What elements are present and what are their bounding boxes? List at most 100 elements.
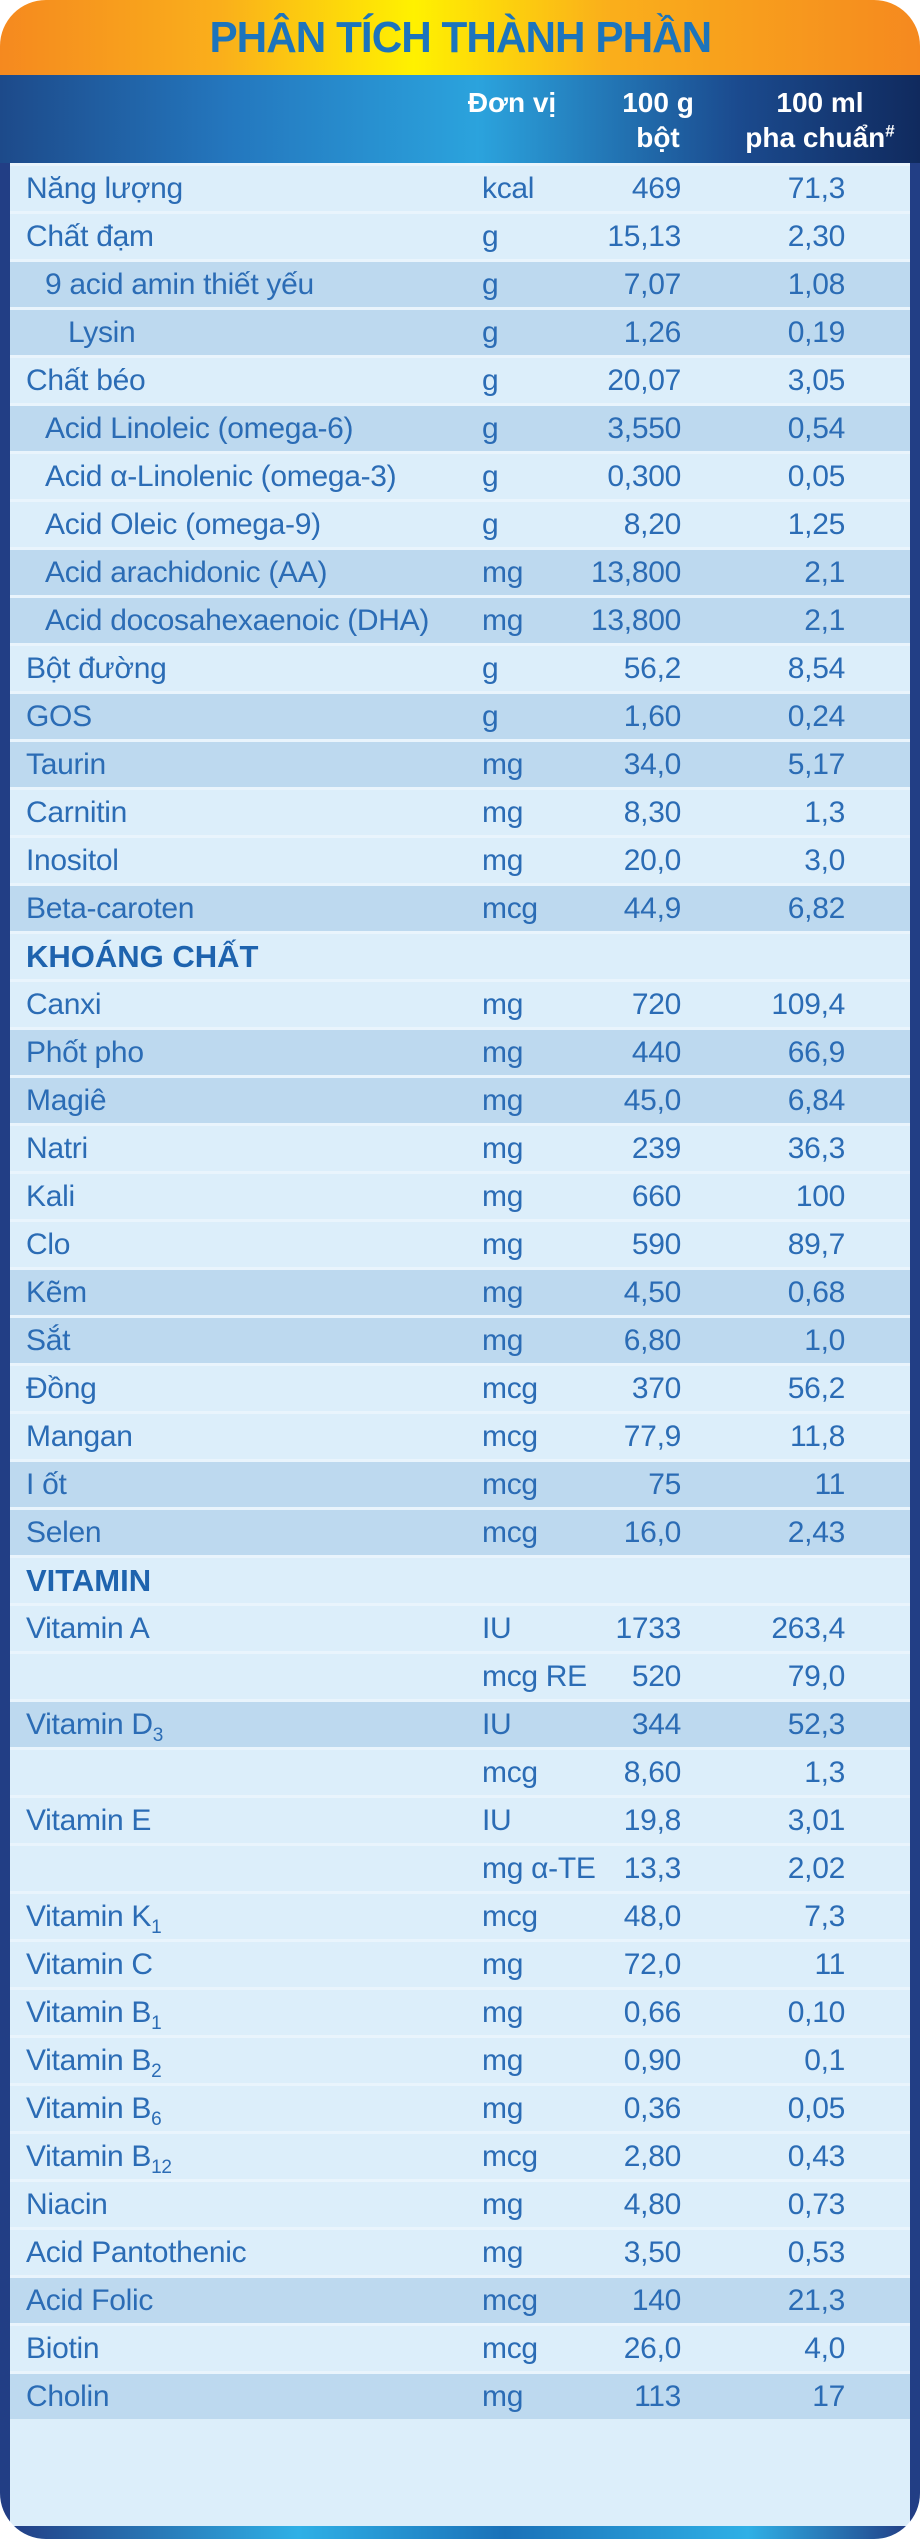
row-unit: g xyxy=(482,651,499,685)
table-row: mg α-TE 13,3 2,02 xyxy=(10,1843,910,1891)
row-value-100ml: 100 xyxy=(795,1179,845,1213)
row-label: Vitamin B1 xyxy=(26,1995,162,2034)
row-value-100g: 1733 xyxy=(615,1611,681,1645)
row-label: Kali xyxy=(26,1179,75,1213)
row-value-100ml: 3,0 xyxy=(804,843,845,877)
row-value-100g: 13,800 xyxy=(591,555,681,589)
row-label: Beta-caroten xyxy=(26,891,195,925)
column-header-100ml-line2: pha chuẩn# xyxy=(745,120,894,155)
table-row: Acid Folic mcg 140 21,3 xyxy=(10,2275,910,2323)
table-row: Selen mcg 16,0 2,43 xyxy=(10,1507,910,1555)
column-header-100ml-line1: 100 ml xyxy=(776,87,864,118)
row-value-100g: 8,30 xyxy=(623,795,682,829)
row-label: Selen xyxy=(26,1515,102,1549)
row-label: Canxi xyxy=(26,987,102,1021)
table-row: Natri mg 239 36,3 xyxy=(10,1123,910,1171)
section-title: KHOÁNG CHẤT xyxy=(26,938,259,974)
row-value-100ml: 0,68 xyxy=(787,1275,846,1309)
row-value-100g: 0,36 xyxy=(623,2091,682,2125)
row-value-100g: 3,550 xyxy=(607,411,681,445)
page-title: PHÂN TÍCH THÀNH PHẦN xyxy=(209,12,712,62)
row-value-100ml: 0,10 xyxy=(787,1995,846,2029)
row-value-100ml: 1,3 xyxy=(804,795,845,829)
row-label: Vitamin B12 xyxy=(26,2139,172,2178)
row-value-100g: 26,0 xyxy=(623,2331,682,2365)
table-row: Vitamin C mg 72,0 11 xyxy=(10,1939,910,1987)
row-label: Chất đạm xyxy=(26,219,154,253)
table-row: Vitamin K1 mcg 48,0 7,3 xyxy=(10,1891,910,1939)
table-row: Magiê mg 45,0 6,84 xyxy=(10,1075,910,1123)
row-value-100ml: 7,3 xyxy=(804,1899,845,1933)
row-unit: mcg xyxy=(482,2139,538,2173)
row-value-100g: 370 xyxy=(631,1371,681,1405)
table-row: Acid Oleic (omega-9) g 8,20 1,25 xyxy=(10,499,910,547)
table-row: Kali mg 660 100 xyxy=(10,1171,910,1219)
table-row: Chất béo g 20,07 3,05 xyxy=(10,355,910,403)
row-unit: g xyxy=(482,219,499,253)
row-value-100g: 7,07 xyxy=(623,267,682,301)
row-value-100g: 72,0 xyxy=(623,1947,682,1981)
row-unit: mg xyxy=(482,1995,524,2029)
row-label: Acid Folic xyxy=(26,2283,154,2317)
row-value-100g: 660 xyxy=(631,1179,681,1213)
row-unit: mcg xyxy=(482,2331,538,2365)
table-row: Kẽm mg 4,50 0,68 xyxy=(10,1267,910,1315)
table-row: GOS g 1,60 0,24 xyxy=(10,691,910,739)
row-value-100ml: 89,7 xyxy=(787,1227,846,1261)
table-row: Niacin mg 4,80 0,73 xyxy=(10,2179,910,2227)
column-header-band: Đơn vị 100 g bột 100 ml pha chuẩn# xyxy=(0,75,920,163)
row-unit: mcg xyxy=(482,1515,538,1549)
row-label: Lysin xyxy=(68,315,136,349)
row-value-100g: 113 xyxy=(634,2379,681,2413)
section-header-row: KHOÁNG CHẤT xyxy=(10,931,910,979)
row-label: Acid Oleic (omega-9) xyxy=(45,507,321,541)
table-row: Vitamin A IU 1733 263,4 xyxy=(10,1603,910,1651)
table-row: mcg 8,60 1,3 xyxy=(10,1747,910,1795)
table-row: Năng lượng kcal 469 71,3 xyxy=(10,163,910,211)
row-value-100ml: 109,4 xyxy=(771,987,845,1021)
row-label: Natri xyxy=(26,1131,88,1165)
row-label: Magiê xyxy=(26,1083,107,1117)
table-row: Vitamin D3 IU 344 52,3 xyxy=(10,1699,910,1747)
row-unit: mg xyxy=(482,2043,524,2077)
row-unit: g xyxy=(482,363,499,397)
row-value-100ml: 1,25 xyxy=(787,507,846,541)
table-row: Vitamin E IU 19,8 3,01 xyxy=(10,1795,910,1843)
row-label: I ốt xyxy=(26,1467,67,1501)
row-unit: mg xyxy=(482,1947,524,1981)
row-unit: mg xyxy=(482,795,524,829)
row-unit: mcg xyxy=(482,1371,538,1405)
row-value-100g: 4,50 xyxy=(623,1275,682,1309)
row-label: Niacin xyxy=(26,2187,108,2221)
row-value-100g: 56,2 xyxy=(623,651,682,685)
row-value-100g: 0,300 xyxy=(607,459,681,493)
row-value-100g: 20,07 xyxy=(607,363,681,397)
row-unit: mg xyxy=(482,987,524,1021)
table-row: Canxi mg 720 109,4 xyxy=(10,979,910,1027)
section-title: VITAMIN xyxy=(26,1562,152,1598)
table-row: I ốt mcg 75 11 xyxy=(10,1459,910,1507)
column-header-100ml-text: pha chuẩn xyxy=(745,122,886,153)
row-unit: mg α-TE xyxy=(482,1851,596,1885)
row-value-100ml: 52,3 xyxy=(787,1707,846,1741)
section-header-row: VITAMIN xyxy=(10,1555,910,1603)
row-label: Đồng xyxy=(26,1371,97,1405)
column-header-100g-line1: 100 g xyxy=(622,87,694,118)
row-unit: g xyxy=(482,267,499,301)
row-value-100g: 440 xyxy=(631,1035,681,1069)
row-value-100g: 720 xyxy=(631,987,681,1021)
row-unit: IU xyxy=(482,1611,512,1645)
row-value-100g: 77,9 xyxy=(623,1419,682,1453)
row-label: Kẽm xyxy=(26,1275,87,1309)
row-value-100g: 590 xyxy=(631,1227,681,1261)
table-row: Vitamin B2 mg 0,90 0,1 xyxy=(10,2035,910,2083)
row-value-100g: 6,80 xyxy=(623,1323,682,1357)
table-row: Acid Linoleic (omega-6) g 3,550 0,54 xyxy=(10,403,910,451)
table-row: Phốt pho mg 440 66,9 xyxy=(10,1027,910,1075)
row-value-100ml: 8,54 xyxy=(787,651,846,685)
row-label: Vitamin A xyxy=(26,1611,150,1645)
row-label: Vitamin C xyxy=(26,1947,153,1981)
table-row: Chất đạm g 15,13 2,30 xyxy=(10,211,910,259)
row-unit: g xyxy=(482,699,499,733)
row-value-100ml: 2,02 xyxy=(787,1851,846,1885)
